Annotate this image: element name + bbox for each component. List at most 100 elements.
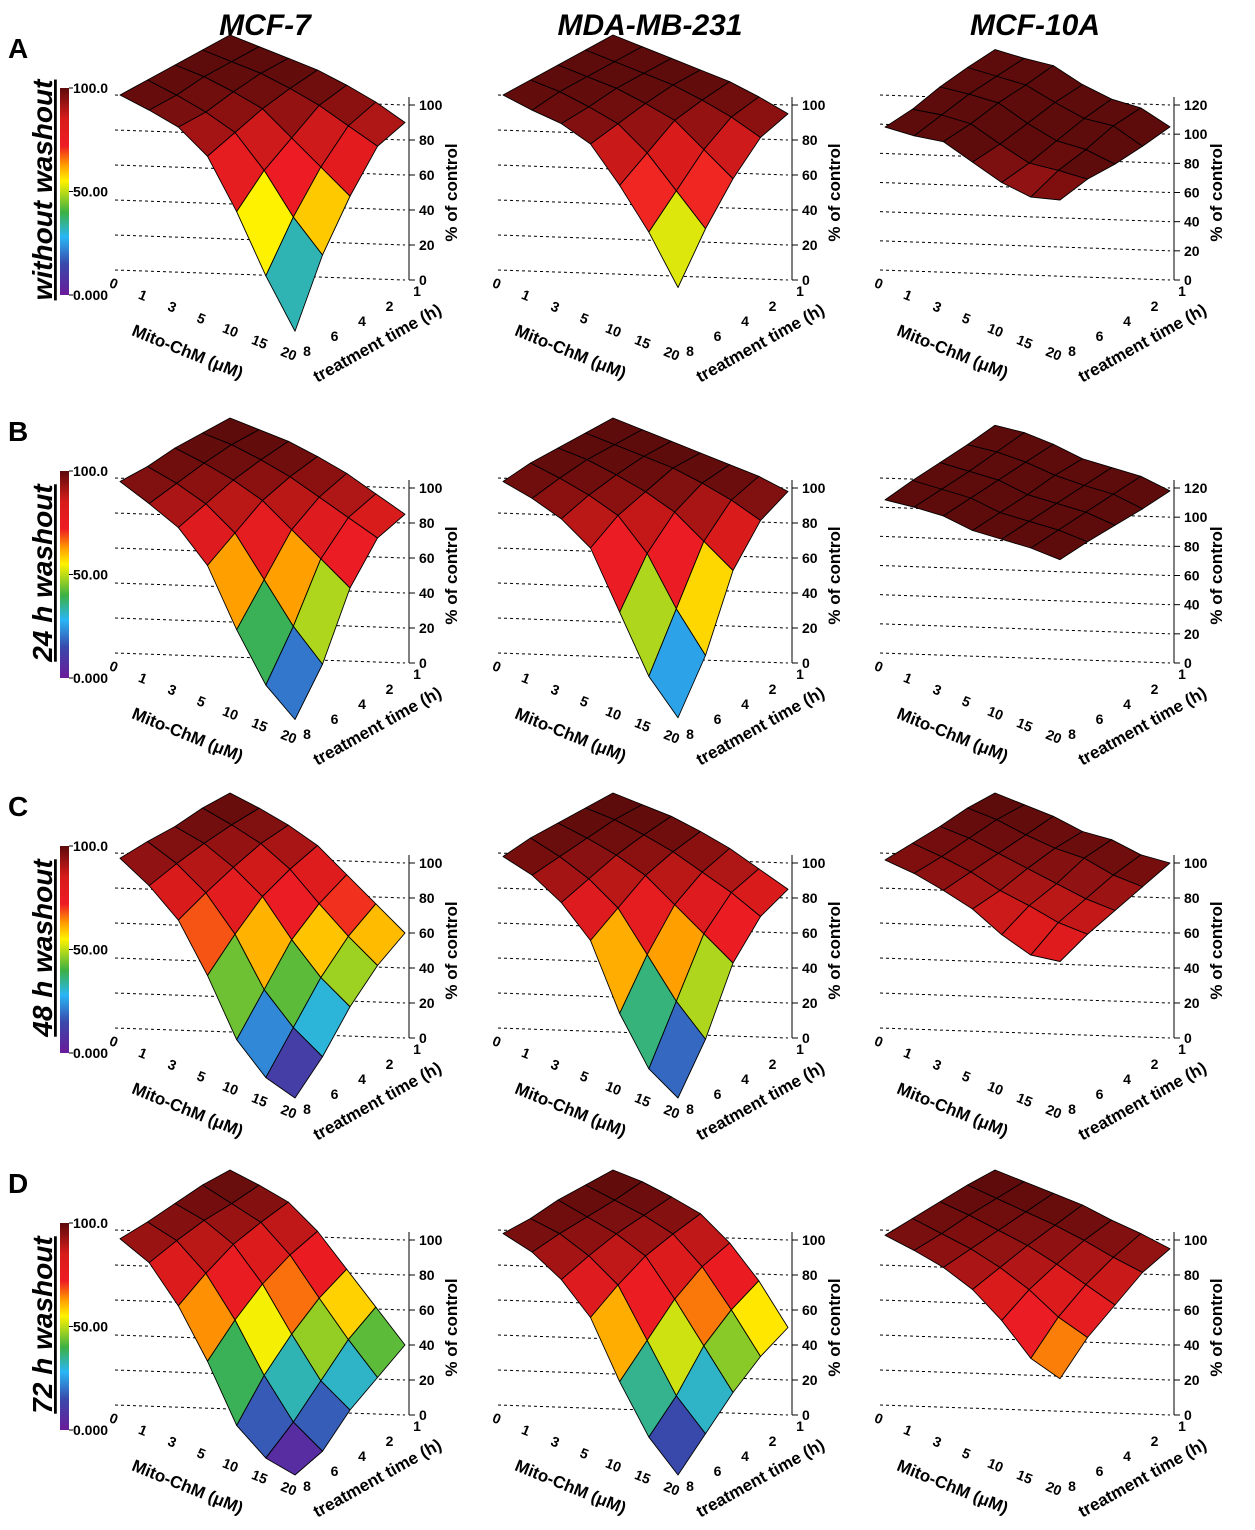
z-tick-label: 60 bbox=[1184, 568, 1200, 584]
colorbar-tick-label: 50.00 bbox=[73, 184, 108, 200]
colorbar-tick-label: 0.000 bbox=[73, 287, 108, 303]
z-tick-label: 60 bbox=[802, 167, 818, 183]
row-label: 48 h washout bbox=[27, 858, 58, 1038]
z-axis-label: % of control bbox=[1207, 143, 1226, 241]
z-tick-label: 20 bbox=[1184, 626, 1200, 642]
y-tick-label: 4 bbox=[358, 1071, 366, 1087]
x-tick-label: 5 bbox=[578, 692, 591, 710]
y-tick-label: 4 bbox=[741, 696, 749, 712]
x-tick-label: 5 bbox=[960, 1067, 973, 1085]
z-tick-label: 40 bbox=[1184, 597, 1200, 613]
colorbar-tick-label: 50.00 bbox=[73, 1319, 108, 1335]
x-tick-label: 0 bbox=[872, 274, 885, 292]
grid-line bbox=[879, 992, 1171, 1004]
z-tick-label: 100 bbox=[802, 1232, 826, 1248]
z-tick-label: 40 bbox=[802, 202, 818, 218]
surface-patch bbox=[1030, 169, 1088, 201]
z-tick-label: 0 bbox=[1184, 272, 1192, 288]
x-tick-label: 10 bbox=[220, 703, 241, 724]
z-tick-label: 20 bbox=[419, 995, 435, 1011]
z-tick-label: 20 bbox=[419, 237, 435, 253]
y-tick-label: 4 bbox=[1123, 1071, 1131, 1087]
x-tick-label: 20 bbox=[279, 343, 300, 364]
x-tick-label: 20 bbox=[279, 726, 300, 747]
z-tick-label: 60 bbox=[802, 550, 818, 566]
y-tick-label: 6 bbox=[1096, 1463, 1104, 1479]
y-tick-label: 8 bbox=[303, 343, 311, 359]
x-tick-label: 5 bbox=[578, 309, 591, 327]
y-tick-label: 2 bbox=[1151, 1056, 1159, 1072]
z-axis-label: % of control bbox=[825, 526, 844, 624]
x-tick-label: 10 bbox=[985, 1078, 1006, 1099]
colorbar-tick-label: 100.0 bbox=[73, 838, 108, 854]
y-tick-label: 2 bbox=[769, 681, 777, 697]
z-tick-label: 40 bbox=[1184, 214, 1200, 230]
x-tick-label: 10 bbox=[603, 1455, 624, 1476]
y-tick-label: 1 bbox=[796, 666, 804, 682]
colorbar-tick-label: 0.000 bbox=[73, 1422, 108, 1438]
x-tick-label: 5 bbox=[960, 1444, 973, 1462]
surface-patch bbox=[648, 1000, 706, 1099]
column-title: MDA-MB-231 bbox=[557, 9, 742, 42]
z-tick-label: 80 bbox=[419, 1267, 435, 1283]
z-tick-label: 100 bbox=[419, 97, 443, 113]
surface-patch bbox=[1030, 529, 1088, 561]
x-tick-label: 20 bbox=[1044, 343, 1065, 364]
y-tick-label: 4 bbox=[741, 1448, 749, 1464]
x-tick-label: 15 bbox=[632, 714, 653, 735]
z-tick-label: 20 bbox=[802, 620, 818, 636]
z-tick-label: 100 bbox=[1184, 1232, 1208, 1248]
z-axis-label: % of control bbox=[442, 901, 461, 999]
x-tick-label: 5 bbox=[578, 1067, 591, 1085]
z-tick-label: 100 bbox=[1184, 855, 1208, 871]
y-tick-label: 1 bbox=[796, 283, 804, 299]
z-axis-label: % of control bbox=[442, 1278, 461, 1376]
y-tick-label: 2 bbox=[386, 1433, 394, 1449]
y-tick-label: 6 bbox=[714, 1463, 722, 1479]
surface-patch bbox=[265, 1421, 323, 1476]
x-tick-label: 10 bbox=[985, 1455, 1006, 1476]
grid-line bbox=[879, 565, 1171, 576]
z-tick-label: 100 bbox=[802, 480, 826, 496]
x-tick-label: 0 bbox=[872, 657, 885, 675]
z-axis-label: % of control bbox=[1207, 1278, 1226, 1376]
y-tick-label: 4 bbox=[1123, 313, 1131, 329]
x-tick-label: 0 bbox=[107, 657, 120, 675]
z-tick-label: 100 bbox=[802, 855, 826, 871]
y-tick-label: 2 bbox=[769, 1433, 777, 1449]
grid-line bbox=[879, 1027, 1171, 1039]
z-tick-label: 0 bbox=[1184, 655, 1192, 671]
y-tick-label: 8 bbox=[1068, 726, 1076, 742]
x-tick-label: 1 bbox=[136, 1044, 149, 1062]
z-tick-label: 20 bbox=[419, 620, 435, 636]
x-tick-label: 1 bbox=[136, 669, 149, 687]
x-tick-label: 3 bbox=[549, 681, 562, 699]
z-tick-label: 80 bbox=[1184, 538, 1200, 554]
x-tick-label: 5 bbox=[195, 309, 208, 327]
surface-patch bbox=[265, 1027, 323, 1099]
y-tick-label: 1 bbox=[413, 1041, 421, 1057]
z-tick-label: 20 bbox=[802, 995, 818, 1011]
x-tick-label: 20 bbox=[279, 1478, 300, 1499]
x-tick-label: 3 bbox=[166, 298, 179, 316]
colorbar-tick-label: 50.00 bbox=[73, 942, 108, 958]
x-tick-label: 5 bbox=[578, 1444, 591, 1462]
y-tick-label: 6 bbox=[331, 711, 339, 727]
y-tick-label: 2 bbox=[769, 1056, 777, 1072]
y-tick-label: 4 bbox=[358, 696, 366, 712]
z-axis-label: % of control bbox=[442, 143, 461, 241]
y-tick-label: 8 bbox=[686, 1101, 694, 1117]
grid-line bbox=[879, 594, 1171, 606]
z-tick-label: 40 bbox=[802, 960, 818, 976]
colorbar-tick-label: 50.00 bbox=[73, 567, 108, 583]
y-tick-label: 4 bbox=[741, 1071, 749, 1087]
grid-line bbox=[879, 652, 1171, 664]
y-tick-label: 8 bbox=[1068, 1101, 1076, 1117]
x-tick-label: 3 bbox=[931, 298, 944, 316]
x-tick-label: 10 bbox=[985, 320, 1006, 341]
z-tick-label: 0 bbox=[1184, 1407, 1192, 1423]
column-title: MCF-10A bbox=[970, 9, 1100, 42]
